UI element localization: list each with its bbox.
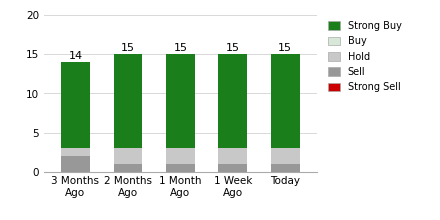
Bar [61, 62, 90, 148]
Text: 14: 14 [68, 51, 83, 61]
Bar [61, 148, 90, 156]
Bar [114, 164, 143, 172]
Text: 15: 15 [279, 43, 292, 53]
Bar [166, 164, 195, 172]
Bar [166, 54, 195, 148]
Bar [218, 54, 247, 148]
Bar [114, 148, 143, 164]
Legend: Strong Buy, Buy, Hold, Sell, Strong Sell: Strong Buy, Buy, Hold, Sell, Strong Sell [324, 17, 406, 96]
Bar [61, 156, 90, 172]
Bar [218, 164, 247, 172]
Bar [271, 54, 300, 148]
Bar [166, 148, 195, 164]
Text: 15: 15 [121, 43, 135, 53]
Text: 15: 15 [226, 43, 240, 53]
Bar [114, 54, 143, 148]
Bar [271, 164, 300, 172]
Bar [271, 148, 300, 164]
Text: 15: 15 [173, 43, 187, 53]
Bar [218, 148, 247, 164]
